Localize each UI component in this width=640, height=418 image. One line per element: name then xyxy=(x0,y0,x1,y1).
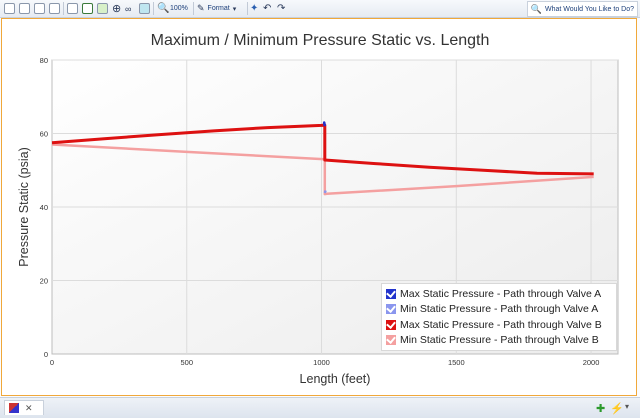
chart-icon[interactable] xyxy=(139,2,150,15)
legend-checkbox-icon[interactable] xyxy=(386,335,396,346)
columns-icon[interactable] xyxy=(49,2,60,15)
format-button[interactable]: ✎ Format ▾ xyxy=(197,3,237,13)
print-icon[interactable] xyxy=(34,2,45,15)
x-tick-label: 0 xyxy=(50,358,54,367)
series-line-3 xyxy=(51,143,594,196)
legend-item[interactable]: Max Static Pressure - Path through Valve… xyxy=(386,317,612,333)
legend-label: Max Static Pressure - Path through Valve… xyxy=(400,318,602,331)
copy-icon[interactable] xyxy=(19,2,30,15)
legend-item[interactable]: Min Static Pressure - Path through Valve… xyxy=(386,302,612,318)
help-icon: 🔍 xyxy=(530,3,543,14)
y-tick-label: 40 xyxy=(40,203,48,212)
legend-checkbox-icon[interactable] xyxy=(386,319,396,330)
zoom-level[interactable]: 100% xyxy=(170,5,188,12)
toolbar: ⊕ ∞ 🔍 100% ✎ Format ▾ ✦ ↶ ↷ 🔍 What Would Y… xyxy=(0,0,640,18)
x-tick-label: 1000 xyxy=(313,358,330,367)
undo-icon[interactable]: ↶ xyxy=(263,3,272,14)
y-tick-label: 80 xyxy=(40,56,48,65)
legend-label: Min Static Pressure - Path through Valve… xyxy=(400,303,599,316)
legend-checkbox-icon[interactable] xyxy=(386,288,396,299)
chevron-down-icon[interactable]: ▾ xyxy=(625,402,630,411)
add-icon[interactable]: ✚ xyxy=(596,403,606,415)
x-tick-label: 2000 xyxy=(583,358,600,367)
close-icon[interactable]: ✕ xyxy=(25,402,33,413)
y-tick-label: 20 xyxy=(40,277,48,286)
legend-label: Max Static Pressure - Path through Valve… xyxy=(400,287,602,300)
series-line-0 xyxy=(322,121,327,127)
legend-checkbox-icon[interactable] xyxy=(386,304,396,315)
series-line-1 xyxy=(323,190,327,194)
pin-icon[interactable]: ✦ xyxy=(250,3,259,14)
y-axis-label: Pressure Static (psia) xyxy=(17,147,31,266)
zoom-icon[interactable]: 🔍 xyxy=(157,3,170,14)
crosshair-icon[interactable]: ⊕ xyxy=(112,3,122,15)
status-bar: ✕ ✚ ⚡ ▾ xyxy=(0,397,640,418)
chart-title: Maximum / Minimum Pressure Static vs. Le… xyxy=(150,32,490,49)
legend-icon[interactable] xyxy=(82,2,93,15)
y-tick-label: 60 xyxy=(40,130,48,139)
legend-item[interactable]: Max Static Pressure - Path through Valve… xyxy=(386,286,612,302)
y-tick-label: 0 xyxy=(44,350,48,359)
link-icon[interactable]: ∞ xyxy=(125,3,132,14)
lightning-icon[interactable]: ⚡ xyxy=(610,403,624,415)
x-tick-label: 500 xyxy=(181,358,194,367)
legend-label: Min Static Pressure - Path through Valve… xyxy=(400,334,599,347)
graph-tab-icon xyxy=(9,403,19,413)
x-tick-label: 1500 xyxy=(448,358,465,367)
redo-icon[interactable]: ↷ xyxy=(277,3,286,14)
text-icon[interactable] xyxy=(67,2,78,15)
graph-tab[interactable]: ✕ xyxy=(4,400,44,415)
new-icon[interactable] xyxy=(4,2,15,15)
legend: Max Static Pressure - Path through Valve… xyxy=(381,283,617,351)
legend-item[interactable]: Min Static Pressure - Path through Valve… xyxy=(386,333,612,349)
help-search[interactable]: 🔍 What Would You Like to Do? xyxy=(526,1,638,17)
x-axis-label: Length (feet) xyxy=(300,372,371,386)
checkbox-icon[interactable] xyxy=(97,2,108,15)
